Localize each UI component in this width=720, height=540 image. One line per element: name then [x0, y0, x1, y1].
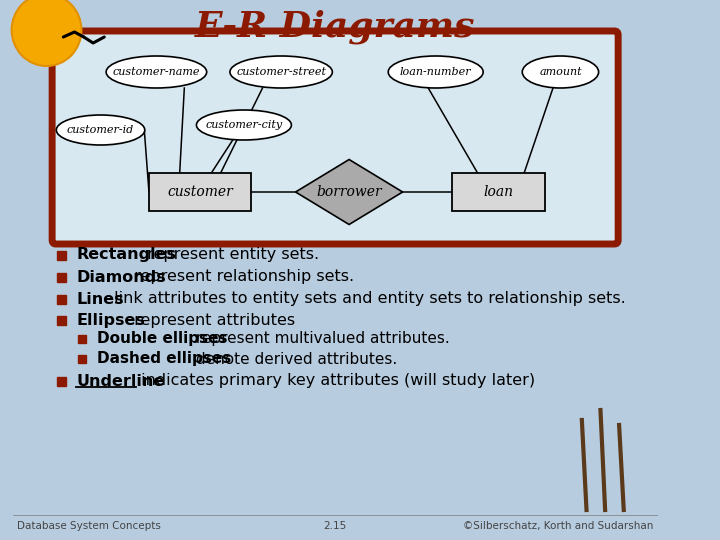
Ellipse shape	[197, 110, 292, 140]
Text: loan: loan	[483, 185, 513, 199]
Text: customer-id: customer-id	[67, 125, 134, 135]
Bar	[451, 173, 544, 211]
Ellipse shape	[56, 115, 145, 145]
Text: customer: customer	[167, 185, 233, 199]
Text: borrower: borrower	[316, 185, 382, 199]
Text: represent relationship sets.: represent relationship sets.	[129, 269, 354, 285]
Text: ©Silberschatz, Korth and Sudarshan: ©Silberschatz, Korth and Sudarshan	[463, 521, 654, 531]
Text: amount: amount	[539, 67, 582, 77]
Text: denote derived attributes.: denote derived attributes.	[192, 352, 397, 367]
Text: customer-city: customer-city	[205, 120, 282, 130]
Text: represent attributes: represent attributes	[129, 313, 295, 327]
Ellipse shape	[106, 56, 207, 88]
Bar	[58, 315, 66, 325]
Text: represent entity sets.: represent entity sets.	[142, 247, 319, 262]
FancyBboxPatch shape	[52, 31, 618, 244]
Ellipse shape	[12, 0, 81, 66]
Text: indicates primary key attributes (will study later): indicates primary key attributes (will s…	[135, 374, 535, 388]
Text: Diamonds: Diamonds	[76, 269, 166, 285]
Text: Dashed ellipses: Dashed ellipses	[96, 352, 231, 367]
Text: customer-name: customer-name	[112, 67, 200, 77]
Bar	[58, 251, 66, 260]
Text: E-R Diagrams: E-R Diagrams	[195, 10, 475, 44]
Text: Rectangles: Rectangles	[76, 247, 176, 262]
Bar	[58, 273, 66, 281]
Text: Database System Concepts: Database System Concepts	[17, 521, 161, 531]
Text: represent multivalued attributes.: represent multivalued attributes.	[192, 332, 450, 347]
Polygon shape	[296, 159, 402, 225]
Bar	[78, 355, 86, 363]
Ellipse shape	[388, 56, 483, 88]
Text: 2.15: 2.15	[323, 521, 347, 531]
Text: Underline: Underline	[76, 374, 165, 388]
Bar	[149, 173, 251, 211]
Text: loan-number: loan-number	[400, 67, 472, 77]
Bar	[58, 376, 66, 386]
Bar	[58, 294, 66, 303]
Ellipse shape	[522, 56, 598, 88]
Text: customer-street: customer-street	[236, 67, 326, 77]
Bar	[78, 335, 86, 343]
Ellipse shape	[230, 56, 333, 88]
Text: link attributes to entity sets and entity sets to relationship sets.: link attributes to entity sets and entit…	[109, 292, 626, 307]
Text: Lines: Lines	[76, 292, 124, 307]
Text: Double ellipses: Double ellipses	[96, 332, 228, 347]
Text: Ellipses: Ellipses	[76, 313, 145, 327]
